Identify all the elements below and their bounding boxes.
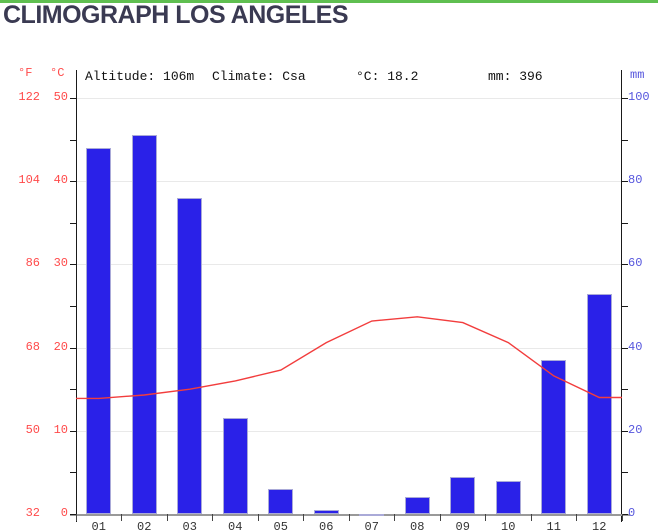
right-axis-tick [622, 514, 628, 515]
month-label: 07 [364, 520, 379, 530]
left-axis-tick [70, 347, 76, 349]
celsius-axis-label: °C [50, 66, 65, 80]
left-axis-tick [70, 181, 76, 183]
right-axis-tick [622, 347, 628, 349]
left-axis-tick [70, 389, 76, 391]
month-label: 09 [455, 520, 470, 530]
fahrenheit-tick-label: 104 [18, 173, 40, 188]
month-label: 08 [410, 520, 425, 530]
celsius-tick-label: 40 [53, 173, 68, 188]
gridline [76, 98, 622, 99]
month-label: 02 [137, 520, 152, 530]
x-axis-tick [485, 514, 486, 521]
precip-bar [586, 293, 612, 514]
x-axis-tick [394, 514, 395, 521]
right-axis-tick [622, 472, 628, 474]
celsius-tick-label: 0 [60, 506, 68, 520]
gridline [76, 264, 622, 266]
celsius-tick-label: 20 [53, 339, 68, 354]
fahrenheit-tick-label: 32 [25, 506, 40, 520]
precip-bar [495, 480, 521, 514]
precip-bar [86, 147, 112, 514]
fahrenheit-tick-label: 86 [25, 256, 40, 271]
left-axis-tick [70, 514, 76, 515]
mm-tick-label: 40 [628, 339, 643, 354]
precip-bar [359, 514, 385, 516]
celsius-tick-label: 30 [53, 256, 68, 271]
month-label: 06 [319, 520, 334, 530]
fahrenheit-tick-label: 68 [25, 339, 40, 354]
fahrenheit-axis-label: °F [18, 66, 33, 80]
celsius-tick-label: 10 [53, 422, 68, 437]
x-axis-tick [212, 514, 213, 521]
left-axis-line [76, 70, 77, 522]
precip-bar [541, 360, 567, 514]
altitude-info: Altitude: 106m [85, 69, 195, 84]
gridline [76, 181, 622, 183]
left-axis-tick [70, 139, 76, 141]
precip-bar [222, 418, 248, 514]
right-axis-tick [622, 139, 628, 141]
x-axis-tick [621, 514, 623, 521]
mm-tick-label: 100 [628, 90, 650, 104]
month-label: 01 [91, 520, 106, 530]
x-axis-tick [530, 514, 532, 521]
gridline [76, 430, 622, 432]
month-label: 12 [592, 520, 607, 530]
month-label: 11 [546, 520, 561, 530]
month-label: 03 [182, 520, 197, 530]
temperature-line [76, 316, 622, 400]
x-axis-tick [439, 514, 441, 521]
right-axis-tick [622, 98, 628, 99]
month-label: 04 [228, 520, 243, 530]
right-axis-tick [622, 181, 628, 183]
fahrenheit-tick-label: 50 [25, 422, 40, 437]
temperature-polyline [76, 316, 622, 400]
precip-bar [268, 489, 294, 514]
top-accent-bar [0, 0, 658, 3]
mean-temperature-info: °C: 18.2 [356, 69, 419, 84]
x-axis-tick [166, 514, 168, 521]
x-axis-tick [75, 514, 77, 521]
month-label: 10 [501, 520, 516, 530]
left-axis-tick [70, 264, 76, 266]
x-axis-tick [303, 514, 304, 521]
left-axis-tick [70, 306, 76, 307]
month-label: 05 [273, 520, 288, 530]
gridline [76, 347, 622, 349]
x-axis-tick [121, 514, 122, 521]
mm-tick-label: 20 [628, 422, 643, 437]
mm-tick-label: 80 [628, 173, 643, 188]
left-axis-tick [70, 98, 76, 99]
right-axis-tick [622, 430, 628, 432]
right-axis-tick [622, 264, 628, 266]
celsius-tick-label: 50 [53, 90, 68, 104]
x-axis-tick [257, 514, 259, 521]
x-axis-tick [576, 514, 577, 521]
right-axis-tick [622, 306, 628, 307]
precip-bar [131, 135, 157, 514]
right-axis-line [621, 70, 622, 522]
precip-bar [177, 197, 203, 514]
mm-tick-label: 0 [628, 506, 636, 520]
fahrenheit-tick-label: 122 [18, 90, 40, 104]
mm-tick-label: 60 [628, 256, 643, 271]
left-axis-tick [70, 430, 76, 432]
plot-area: 01 02 03 04 05 06 07 08 09 10 11 12 [70, 70, 630, 530]
right-axis-tick [622, 389, 628, 391]
annual-precipitation-info: mm: 396 [488, 69, 543, 84]
left-axis-tick [70, 222, 76, 224]
x-axis-tick [348, 514, 350, 521]
right-axis-tick [622, 222, 628, 224]
x-axis-line [70, 514, 630, 516]
precip-bar [404, 497, 430, 514]
precip-bar [313, 509, 339, 514]
precip-bar [450, 476, 476, 514]
left-axis-tick [70, 472, 76, 474]
climate-info: Climate: Csa [212, 69, 306, 84]
mm-axis-label: mm [630, 68, 645, 82]
page-title: CLIMOGRAPH LOS ANGELES [3, 1, 349, 29]
